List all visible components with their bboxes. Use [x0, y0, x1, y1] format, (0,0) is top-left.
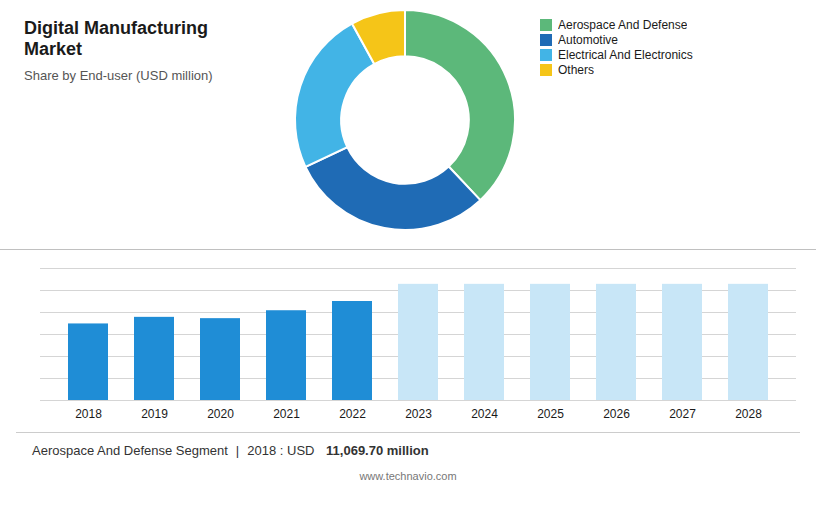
html-text:Aerospace And Defense: Aerospace And Defense: [558, 18, 688, 32]
html-text:Electrical And Electronics: Electrical And Electronics: [558, 48, 693, 62]
html-text:Share by End-user (USD million: Share by End-user (USD million): [24, 68, 213, 83]
html-text:Others: Others: [558, 63, 594, 77]
svg-text:2024: 2024: [471, 407, 498, 421]
html-text:Automotive: Automotive: [558, 33, 618, 47]
svg-text:2026: 2026: [603, 407, 630, 421]
svg-text:2021: 2021: [273, 407, 300, 421]
svg-text:2025: 2025: [537, 407, 564, 421]
html-text:Digital Manufacturing Market: Digital Manufacturing Market: [24, 18, 208, 59]
svg-text:2018: 2018: [75, 407, 102, 421]
svg-text:2020: 2020: [207, 407, 234, 421]
html-text:Aerospace And Defense Segment: Aerospace And Defense Segment: [32, 443, 228, 458]
svg-text:2027: 2027: [669, 407, 696, 421]
svg-text:2023: 2023: [405, 407, 432, 421]
svg-text:2028: 2028: [735, 407, 762, 421]
svg-text:2019: 2019: [141, 407, 168, 421]
html-text:2018 : USD: 2018 : USD: [247, 443, 319, 458]
html-text:11,069.70 million: 11,069.70 million: [326, 443, 429, 458]
html-text:www.technavio.com: www.technavio.com: [359, 470, 457, 482]
svg-text:2022: 2022: [339, 407, 366, 421]
